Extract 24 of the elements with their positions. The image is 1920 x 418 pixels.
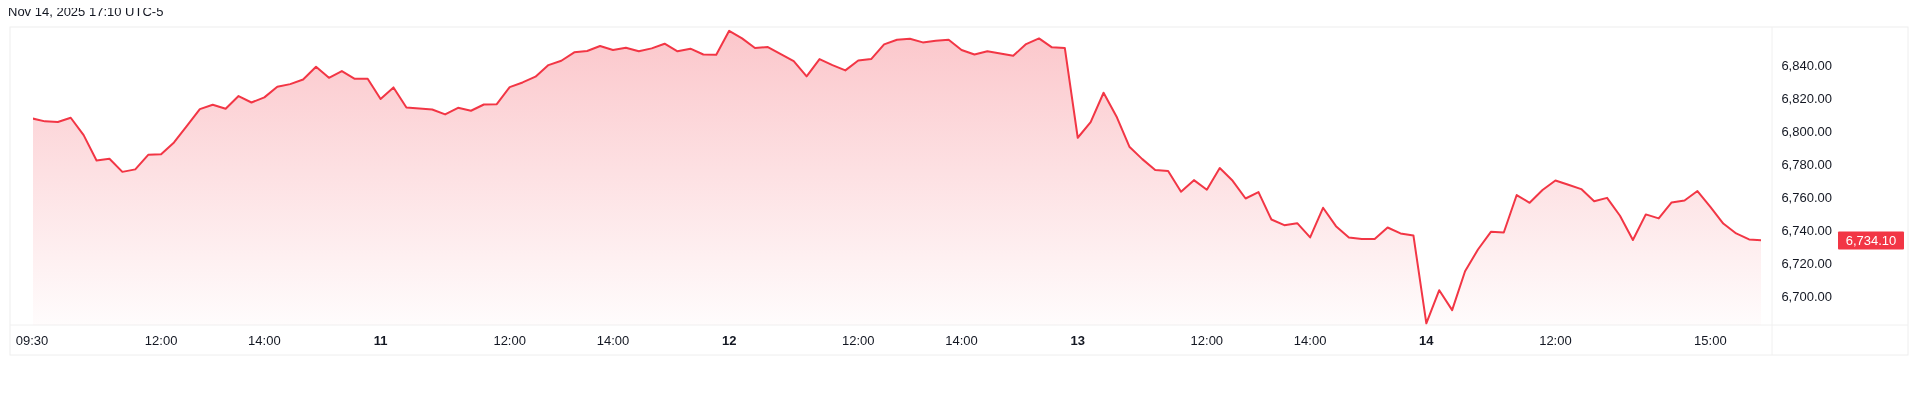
y-tick-label: 6,760.00	[1781, 190, 1832, 206]
y-tick-label: 6,820.00	[1781, 90, 1832, 106]
x-tick-label: 14:00	[596, 333, 630, 348]
x-tick-label: 15:00	[1694, 333, 1727, 348]
text: 6,734.10	[1845, 232, 1897, 248]
x-tick-label: 14:00	[945, 333, 978, 348]
x-tick-label: 12:00	[842, 333, 875, 348]
y-tick-label: 6,800.00	[1781, 123, 1832, 139]
x-tick-label: 14	[1419, 333, 1435, 348]
y-tick-label: 6,780.00	[1781, 156, 1832, 172]
x-tick-label: 09:30	[15, 333, 49, 348]
y-tick-label: 6,740.00	[1781, 223, 1832, 239]
x-tick-label: 14:00	[248, 333, 281, 348]
x-tick-label: 12:00	[1190, 333, 1224, 348]
y-tick-label: 6,840.00	[1781, 57, 1832, 73]
x-tick-label: 12:00	[1539, 333, 1572, 348]
x-tick-label: 11	[373, 333, 388, 348]
x-tick-label: 12	[721, 333, 737, 348]
x-tick-label: 12:00	[144, 333, 178, 348]
x-tick-label: 12:00	[493, 333, 526, 348]
y-tick-label: 6,720.00	[1781, 256, 1832, 272]
y-tick-label: 6,700.00	[1781, 289, 1832, 305]
x-tick-label: 13	[1070, 333, 1085, 348]
x-tick-label: 14:00	[1293, 333, 1327, 348]
